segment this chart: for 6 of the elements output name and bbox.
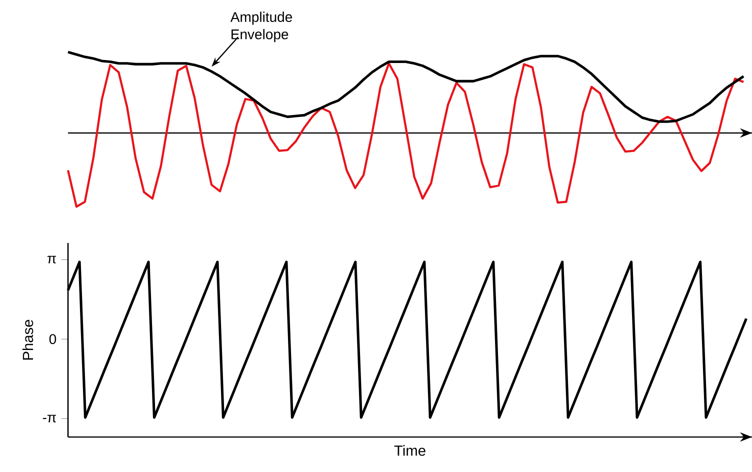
y-axis-title: Phase <box>22 320 34 360</box>
y-tick-label: -π <box>42 414 56 422</box>
x-axis-title: Time <box>394 445 426 456</box>
y-tick-label: 0 <box>49 334 56 344</box>
text: Amplitude Envelope <box>230 12 292 42</box>
y-tick-label: π <box>48 256 56 264</box>
